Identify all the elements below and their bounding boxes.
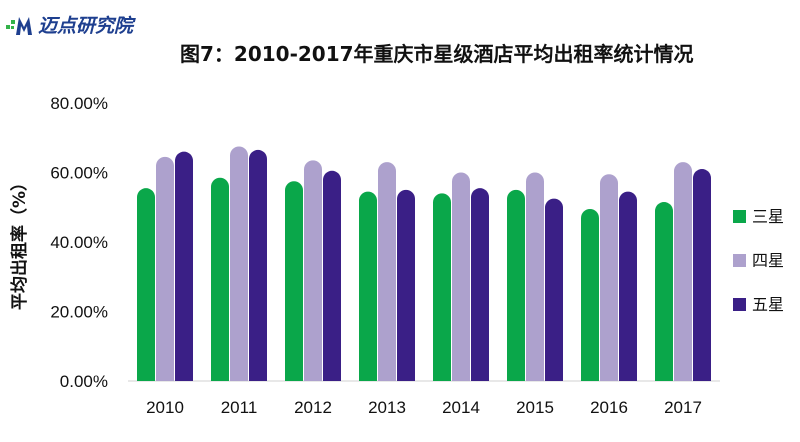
- bar-2012-四星: [304, 160, 322, 381]
- bar-2010-五星: [175, 151, 193, 381]
- bar-2015-四星: [526, 172, 544, 381]
- bar-2010-四星: [156, 156, 174, 381]
- bar-2011-四星: [230, 146, 248, 381]
- y-axis-label: 平均出租率（%）: [9, 174, 30, 310]
- logo: 迈点研究院: [6, 4, 133, 44]
- bar-2014-五星: [471, 188, 489, 381]
- y-tick-label: 0.00%: [60, 372, 108, 391]
- x-tick-label: 2012: [294, 398, 332, 417]
- bar-2012-五星: [323, 170, 341, 381]
- x-tick-label: 2011: [221, 398, 258, 417]
- logo-text: 迈点研究院: [38, 14, 134, 37]
- y-tick-label: 20.00%: [50, 303, 108, 322]
- bar-2016-五星: [619, 191, 637, 381]
- x-tick-label: 2010: [146, 398, 184, 417]
- y-tick-label: 60.00%: [50, 164, 108, 183]
- x-tick-label: 2017: [664, 398, 702, 417]
- logo-mark-icon: [6, 17, 32, 35]
- bar-2015-五星: [545, 198, 563, 381]
- bar-2016-三星: [581, 208, 599, 381]
- bar-2013-五星: [397, 189, 415, 381]
- x-tick-label: 2015: [516, 398, 554, 417]
- bar-2016-四星: [600, 174, 618, 381]
- x-tick-label: 2014: [442, 398, 480, 417]
- bar-2012-三星: [285, 181, 303, 381]
- x-tick-label: 2016: [590, 398, 628, 417]
- bar-2015-三星: [507, 189, 525, 381]
- bar-2013-四星: [378, 162, 396, 381]
- legend-swatch: [733, 210, 746, 223]
- x-tick-label: 2013: [368, 398, 406, 417]
- legend-swatch: [733, 298, 746, 311]
- legend-label: 四星: [752, 251, 784, 270]
- bar-2014-三星: [433, 193, 451, 381]
- bar-2011-三星: [211, 177, 229, 381]
- legend-label: 五星: [752, 295, 784, 314]
- legend-label: 三星: [752, 207, 784, 226]
- bar-2017-五星: [693, 169, 711, 381]
- y-tick-label: 40.00%: [50, 233, 108, 252]
- bar-2017-三星: [655, 202, 673, 381]
- y-tick-label: 80.00%: [50, 94, 108, 113]
- legend-swatch: [733, 254, 746, 267]
- bar-2014-四星: [452, 172, 470, 381]
- bar-2010-三星: [137, 188, 155, 381]
- bar-2017-四星: [674, 162, 692, 381]
- chart-title: 图7：2010-2017年重庆市星级酒店平均出租率统计情况: [180, 42, 694, 66]
- bar-2013-三星: [359, 191, 377, 381]
- bar-2011-五星: [249, 149, 267, 381]
